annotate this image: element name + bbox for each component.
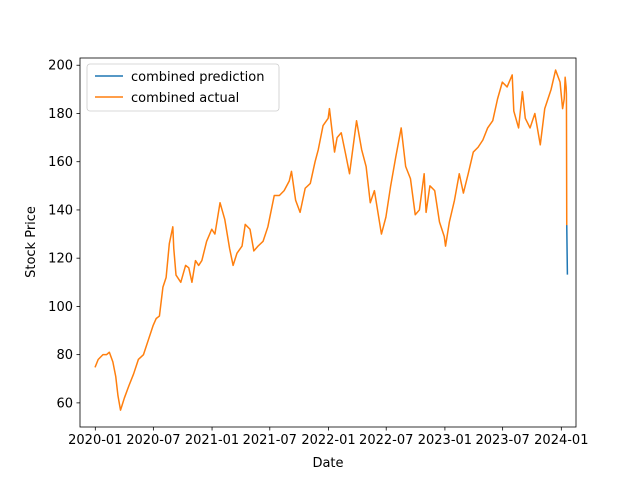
y-axis-label: Stock Price (24, 206, 39, 278)
x-tick-label: 2023-01 (418, 433, 472, 448)
y-tick-label: 200 (48, 59, 73, 74)
legend-label-actual: combined actual (131, 91, 239, 106)
y-tick-label: 180 (48, 107, 73, 122)
legend-box (86, 63, 280, 112)
series-line-actual (94, 69, 568, 411)
plot-area (80, 58, 576, 427)
x-tick-label: 2022-07 (359, 433, 413, 448)
x-tick-label: 2021-01 (185, 433, 239, 448)
x-tick-label: 2021-07 (243, 433, 297, 448)
x-tick-label: 2024-01 (534, 433, 588, 448)
y-tick-label: 100 (48, 300, 73, 315)
x-tick-label: 2020-07 (126, 433, 180, 448)
x-tick-label: 2020-01 (68, 433, 122, 448)
legend: combined prediction combined actual (86, 63, 280, 112)
legend-label-prediction: combined prediction (131, 70, 264, 85)
x-tick-label: 2023-07 (475, 433, 529, 448)
y-tick-label: 80 (56, 348, 73, 363)
y-tick-label: 60 (56, 396, 73, 411)
y-tick-label: 120 (48, 252, 73, 267)
plot-frame (79, 57, 577, 428)
x-tick-label: 2022-01 (301, 433, 355, 448)
y-axis-ticks: 60 80 100 120 140 160 180 200 (48, 59, 80, 411)
series-line-prediction (565, 223, 569, 275)
series-layer (94, 69, 569, 411)
y-tick-label: 140 (48, 203, 73, 218)
x-axis-label: Date (312, 456, 343, 471)
x-axis-ticks: 2020-01 2020-07 2021-01 2021-07 2022-01 2022-… (68, 427, 588, 448)
y-tick-label: 160 (48, 155, 73, 170)
